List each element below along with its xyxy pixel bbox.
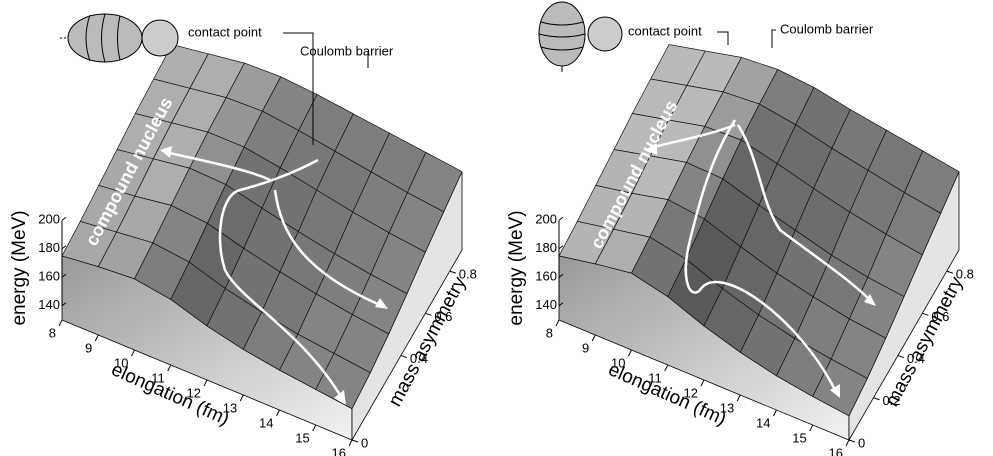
x-tick-label: 16 xyxy=(829,445,843,456)
x-tick-label: 14 xyxy=(259,415,273,430)
x-tick xyxy=(95,335,98,341)
x-tick-label: 9 xyxy=(582,340,589,355)
y-tick xyxy=(898,356,904,358)
figure: 891011121314151600.40.60.8140160180200 8… xyxy=(0,0,993,456)
z-tick xyxy=(62,217,66,220)
z-tick-label: 180 xyxy=(535,240,557,255)
annotation: Coulomb barrier xyxy=(780,21,874,36)
x-tick-label: 8 xyxy=(49,325,56,340)
x-tick xyxy=(204,380,207,386)
x-tick xyxy=(629,350,632,356)
x-tick xyxy=(665,365,668,371)
icon-sphere xyxy=(588,17,622,51)
z-tick-label: 200 xyxy=(38,212,60,227)
x-tick xyxy=(592,335,595,341)
annotation: Coulomb barrier xyxy=(300,43,394,58)
page: {"chart_data": [ {"type": "surface3d", "… xyxy=(0,0,993,456)
x-tick xyxy=(277,410,280,416)
y-tick xyxy=(401,356,407,358)
icon-nucleus xyxy=(68,14,142,62)
y-tick xyxy=(450,271,456,273)
y-tick xyxy=(849,440,855,442)
x-tick-label: 14 xyxy=(756,415,770,430)
x-tick xyxy=(349,440,352,446)
icons xyxy=(60,2,622,72)
z-tick-label: 180 xyxy=(38,240,60,255)
x-tick-label: 15 xyxy=(295,430,309,445)
x-tick xyxy=(737,395,740,401)
y-tick-label: 0 xyxy=(858,435,865,450)
x-tick-label: 15 xyxy=(792,430,806,445)
z-tick xyxy=(62,246,66,249)
y-tick xyxy=(873,398,879,400)
x-tick xyxy=(240,395,243,401)
y-tick-label: 0 xyxy=(361,435,368,450)
icon-sphere xyxy=(142,20,178,56)
x-tick xyxy=(701,380,704,386)
z-tick xyxy=(559,217,563,220)
leader xyxy=(717,32,728,45)
z-axis-label: energy (MeV) xyxy=(506,210,527,325)
z-tick-label: 160 xyxy=(535,269,557,284)
annotation: contact point xyxy=(628,23,702,38)
z-axis-label: energy (MeV) xyxy=(9,210,30,325)
x-tick xyxy=(59,320,62,326)
y-tick xyxy=(947,271,953,273)
x-tick xyxy=(168,365,171,371)
x-tick-label: 16 xyxy=(332,445,346,456)
x-tick xyxy=(556,320,559,326)
z-tick xyxy=(559,246,563,249)
x-tick xyxy=(810,425,813,431)
z-tick-label: 200 xyxy=(535,212,557,227)
z-tick-label: 140 xyxy=(535,297,557,312)
z-tick-label: 160 xyxy=(38,269,60,284)
icon-nucleus xyxy=(539,2,585,66)
x-tick xyxy=(132,350,135,356)
x-tick-label: 8 xyxy=(546,325,553,340)
y-tick xyxy=(352,440,358,442)
x-tick xyxy=(846,440,849,446)
x-tick xyxy=(774,410,777,416)
annotation: contact point xyxy=(188,24,262,39)
z-tick-label: 140 xyxy=(38,297,60,312)
leader xyxy=(772,30,776,48)
x-tick xyxy=(313,425,316,431)
x-tick-label: 9 xyxy=(85,340,92,355)
